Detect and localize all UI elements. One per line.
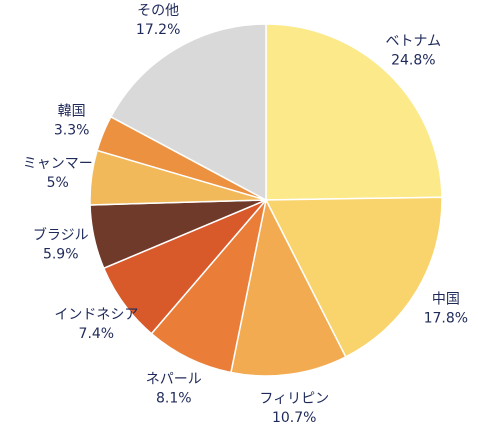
slice-label: 中国	[432, 291, 460, 307]
slice-value-label: 10.7%	[272, 410, 316, 425]
pie-slice	[109, 23, 267, 202]
pie-slice	[230, 197, 347, 377]
slice-value-label: 3.3%	[54, 122, 90, 138]
slice-label: ミャンマー	[23, 156, 93, 172]
slice-label: ブラジル	[33, 226, 89, 243]
slice-value-label: 5.9%	[43, 246, 79, 262]
slice-value-label: 5%	[47, 175, 69, 191]
pie-slice	[150, 197, 268, 374]
slice-value-label: 17.2%	[136, 22, 180, 38]
slice-label: インドネシア	[54, 307, 138, 323]
slice-value-label: 8.1%	[156, 391, 192, 407]
slice-value-label: 7.4%	[79, 326, 115, 342]
pie-slice	[264, 196, 443, 358]
slice-value-label: 17.8%	[424, 310, 468, 326]
slice-label: ベトナム	[386, 33, 442, 49]
pie-slice	[265, 23, 443, 201]
slice-label: 韓国	[58, 103, 86, 119]
slice-label: その他	[137, 3, 179, 19]
slice-value-label: 24.8%	[391, 52, 435, 68]
slice-label: ネパール	[146, 372, 202, 388]
slice-label: フィリピン	[259, 391, 329, 407]
